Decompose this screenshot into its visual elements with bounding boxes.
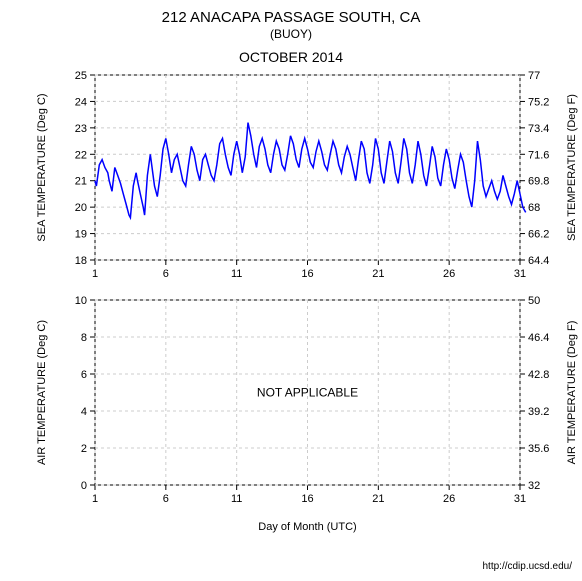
x-tick-label: 1	[92, 268, 98, 280]
y-right-tick-label: 42.8	[528, 369, 549, 381]
x-tick-label: 31	[514, 493, 526, 505]
y-right-tick-label: 50	[528, 295, 540, 307]
y-left-tick-label: 23	[75, 123, 87, 135]
y-right-tick-label: 35.6	[528, 443, 549, 455]
x-tick-label: 11	[231, 268, 242, 280]
y-left-axis-title: AIR TEMPERATURE (Deg C)	[36, 320, 48, 465]
chart-title: 212 ANACAPA PASSAGE SOUTH, CA	[162, 9, 421, 26]
x-tick-label: 6	[163, 493, 169, 505]
y-left-tick-label: 21	[75, 176, 87, 188]
x-tick-label: 26	[443, 493, 455, 505]
x-tick-label: 1	[92, 493, 98, 505]
x-tick-label: 21	[372, 493, 384, 505]
x-tick-label: 16	[301, 493, 313, 505]
x-tick-label: 26	[443, 268, 455, 280]
y-right-tick-label: 77	[528, 70, 540, 82]
y-right-tick-label: 75.2	[528, 96, 549, 108]
y-right-tick-label: 39.2	[528, 406, 549, 418]
y-right-tick-label: 32	[528, 480, 540, 492]
y-left-tick-label: 6	[81, 369, 87, 381]
footer-url: http://cdip.ucsd.edu/	[482, 561, 572, 572]
chart-subtitle: (BUOY)	[270, 27, 312, 41]
chart-container: 212 ANACAPA PASSAGE SOUTH, CA(BUOY) OCTOB…	[0, 0, 582, 581]
y-left-tick-label: 25	[75, 70, 87, 82]
x-axis-title: Day of Month (UTC)	[258, 521, 356, 533]
y-left-tick-label: 10	[75, 295, 87, 307]
y-right-axis-title: AIR TEMPERATURE (Deg F)	[566, 321, 578, 465]
y-left-tick-label: 8	[81, 332, 87, 344]
y-right-tick-label: 64.4	[528, 255, 549, 267]
y-right-tick-label: 66.2	[528, 229, 549, 241]
y-left-tick-label: 22	[75, 149, 87, 161]
x-tick-label: 11	[231, 493, 242, 505]
not-applicable-text: NOT APPLICABLE	[257, 386, 358, 400]
y-left-tick-label: 18	[75, 255, 87, 267]
y-left-tick-label: 0	[81, 480, 87, 492]
y-left-axis-title: SEA TEMPERATURE (Deg C)	[36, 93, 48, 241]
x-tick-label: 31	[514, 268, 526, 280]
chart-period: OCTOBER 2014	[239, 49, 343, 65]
y-left-tick-label: 4	[81, 406, 87, 418]
y-right-tick-label: 73.4	[528, 123, 549, 135]
sea-temp-line	[95, 123, 526, 218]
y-left-tick-label: 20	[75, 202, 87, 214]
y-right-tick-label: 71.6	[528, 149, 549, 161]
y-left-tick-label: 24	[75, 96, 87, 108]
x-tick-label: 16	[301, 268, 313, 280]
chart-svg: 212 ANACAPA PASSAGE SOUTH, CA(BUOY) OCTOB…	[0, 0, 582, 581]
y-right-axis-title: SEA TEMPERATURE (Deg F)	[566, 94, 578, 241]
y-right-tick-label: 69.8	[528, 176, 549, 188]
y-right-tick-label: 46.4	[528, 332, 549, 344]
x-tick-label: 21	[372, 268, 384, 280]
y-left-tick-label: 19	[75, 229, 87, 241]
x-tick-label: 6	[163, 268, 169, 280]
y-right-tick-label: 68	[528, 202, 540, 214]
y-left-tick-label: 2	[81, 443, 87, 455]
